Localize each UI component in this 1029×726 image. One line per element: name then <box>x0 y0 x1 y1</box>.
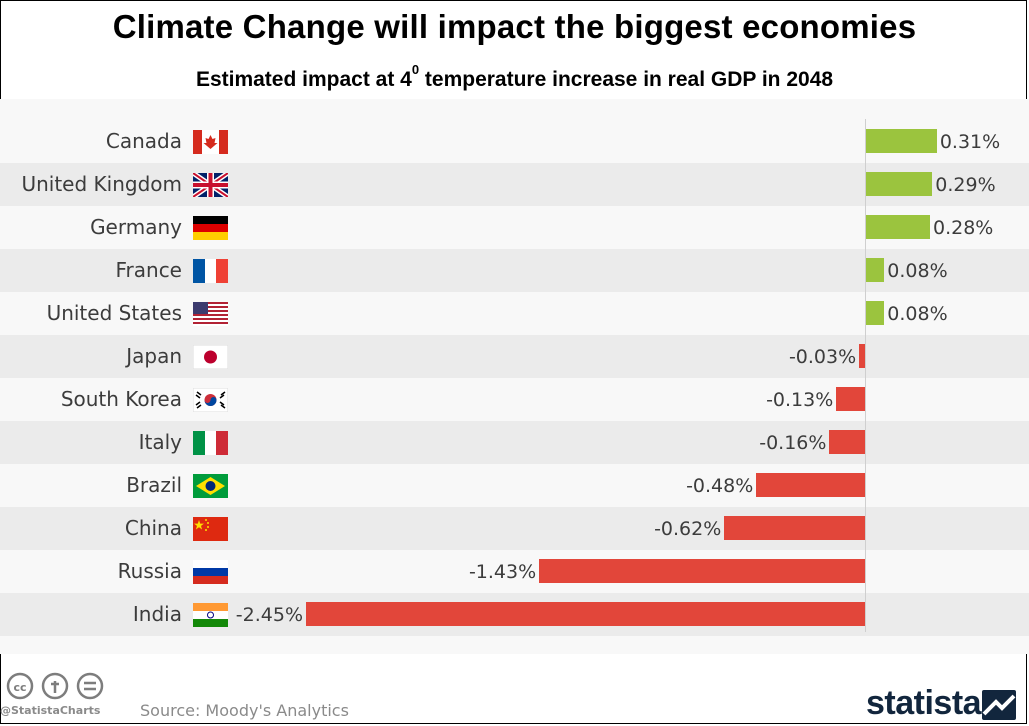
value-label-france: 0.08% <box>887 260 948 282</box>
category-label-united-kingdom: United Kingdom <box>21 172 182 196</box>
bar-germany <box>866 215 930 239</box>
value-label-india: -2.45% <box>235 604 303 626</box>
bar-canada <box>866 129 937 153</box>
category-label-india: India <box>132 602 182 626</box>
category-label-united-states: United States <box>46 301 182 325</box>
uk-flag-icon <box>193 173 228 197</box>
subtitle-superscript: 0 <box>411 62 420 77</box>
france-flag-icon <box>193 259 228 283</box>
bar-row-russia: Russia -1.43% <box>0 550 1029 593</box>
category-label-canada: Canada <box>105 129 182 153</box>
usa-flag-icon <box>193 302 228 326</box>
value-label-brazil: -0.48% <box>686 475 754 497</box>
bar-row-japan: Japan -0.03% <box>0 335 1029 378</box>
bar-row-italy: Italy -0.16% <box>0 421 1029 464</box>
zero-axis-line <box>865 119 866 632</box>
bar-italy <box>829 430 866 454</box>
value-label-germany: 0.28% <box>933 217 994 239</box>
value-label-united-states: 0.08% <box>887 303 948 325</box>
svg-text:cc: cc <box>13 681 26 694</box>
creative-commons-icons: cc <box>6 672 104 700</box>
brazil-flag-icon <box>193 474 228 498</box>
value-label-china: -0.62% <box>654 518 722 540</box>
bar-row-canada: Canada 0.31% <box>0 120 1029 163</box>
bar-row-brazil: Brazil -0.48% <box>0 464 1029 507</box>
chart-title: Climate Change will impact the biggest e… <box>112 8 917 45</box>
bar-france <box>866 258 885 282</box>
bar-row-south-korea: South Korea -0.13% <box>0 378 1029 421</box>
subtitle-text-after: temperature increase in real GDP in 2048 <box>419 68 834 91</box>
twitter-handle: @StatistaCharts <box>0 704 101 717</box>
bar-row-germany: Germany 0.28% <box>0 206 1029 249</box>
bar-brazil <box>756 473 866 497</box>
category-label-italy: Italy <box>138 430 182 454</box>
value-label-russia: -1.43% <box>468 561 537 583</box>
category-label-france: France <box>115 258 182 282</box>
category-label-germany: Germany <box>90 215 182 239</box>
italy-flag-icon <box>193 431 228 455</box>
germany-flag-icon <box>193 216 228 240</box>
statista-logo-text: statista <box>866 684 982 722</box>
value-label-canada: 0.31% <box>939 131 1001 153</box>
canada-flag-icon <box>193 130 228 154</box>
bar-row-china: China -0.62% <box>0 507 1029 550</box>
russia-flag-icon <box>193 560 228 584</box>
india-flag-icon <box>193 603 228 627</box>
china-flag-icon <box>193 517 228 541</box>
value-label-south-korea: -0.13% <box>766 389 834 411</box>
south-korea-flag-icon <box>193 388 228 412</box>
statista-logo-icon <box>982 690 1016 720</box>
bar-south-korea <box>836 387 866 411</box>
bar-russia <box>539 559 866 583</box>
chart-subtitle: Estimated impact at 40 temperature incre… <box>0 62 1029 92</box>
category-label-russia: Russia <box>117 559 182 583</box>
bar-japan <box>859 344 866 368</box>
category-label-brazil: Brazil <box>126 473 182 497</box>
category-label-south-korea: South Korea <box>60 387 182 411</box>
bar-china <box>724 516 866 540</box>
value-label-italy: -0.16% <box>759 432 827 454</box>
bar-india <box>306 602 866 626</box>
bar-united-states <box>866 301 885 325</box>
category-label-china: China <box>124 516 182 540</box>
bar-row-united-states: United States 0.08% <box>0 292 1029 335</box>
value-label-united-kingdom: 0.29% <box>935 174 996 196</box>
japan-flag-icon <box>193 345 228 369</box>
bar-row-france: France 0.08% <box>0 249 1029 292</box>
value-label-japan: -0.03% <box>788 346 857 368</box>
source-note: Source: Moody's Analytics <box>140 701 349 720</box>
bar-row-india: India -2.45% <box>0 593 1029 636</box>
bar-united-kingdom <box>866 172 933 196</box>
bar-row-united-kingdom: United Kingdom 0.29% <box>0 163 1029 206</box>
subtitle-text-before: Estimated impact at 4 <box>195 68 412 91</box>
category-label-japan: Japan <box>126 344 182 368</box>
